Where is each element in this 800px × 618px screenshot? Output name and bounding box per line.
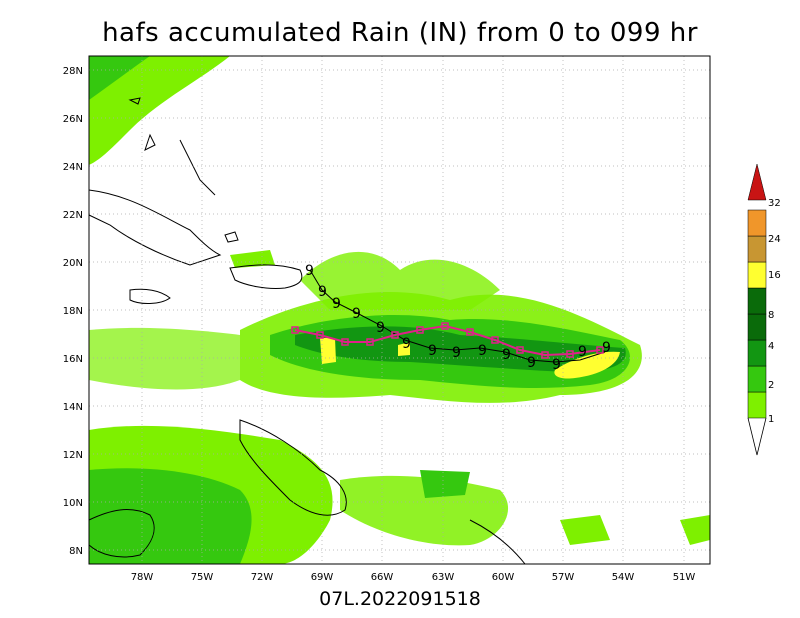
legend-swatch (747, 365, 767, 393)
legend-label: 2 (768, 380, 774, 391)
x-axis-labels: 78W 75W 72W 69W 66W 63W 60W 57W 54W 51W (131, 572, 696, 583)
x-tick: 54W (612, 572, 635, 583)
y-axis-labels: 28N 26N 24N 22N 20N 18N 16N 14N 12N 10N … (63, 66, 83, 557)
map-title: hafs accumulated Rain (IN) from 0 to 099… (102, 18, 698, 48)
x-tick: 63W (432, 572, 455, 583)
track-marker: 9 (602, 340, 611, 356)
storm-track: 9 9 9 9 9 9 9 9 9 9 9 9 9 9 (291, 263, 611, 373)
y-tick: 14N (63, 402, 83, 413)
track-marker: 9 (578, 344, 587, 360)
y-tick: 16N (63, 354, 83, 365)
legend-swatch (747, 261, 767, 289)
plot-frame (88, 55, 711, 565)
legend-label: 1 (768, 414, 774, 425)
legend-swatch (747, 235, 767, 263)
y-tick: 18N (63, 306, 83, 317)
legend-swatch (747, 339, 767, 367)
grid (89, 56, 710, 564)
y-tick: 10N (63, 498, 83, 509)
legend-label: 4 (768, 341, 774, 352)
track-marker: 9 (305, 263, 314, 279)
track-marker: 9 (478, 343, 487, 359)
y-tick: 24N (63, 162, 83, 173)
track-marker: 9 (352, 306, 361, 322)
legend-label: 24 (768, 234, 781, 245)
track-marker: 9 (376, 320, 385, 336)
track-marker: 9 (428, 343, 437, 359)
coastlines (88, 97, 526, 565)
track-marker: 9 (318, 284, 327, 300)
y-tick: 28N (63, 66, 83, 77)
track-marker: 9 (402, 336, 411, 352)
color-legend: 1 2 4 8 16 24 32 (747, 163, 781, 456)
legend-label: 8 (768, 310, 774, 321)
legend-swatch (747, 209, 767, 237)
y-tick: 26N (63, 114, 83, 125)
y-tick: 12N (63, 450, 83, 461)
x-tick: 72W (251, 572, 274, 583)
x-tick: 75W (191, 572, 214, 583)
track-marker: 9 (502, 347, 511, 363)
x-tick: 78W (131, 572, 154, 583)
legend-bottom-triangle (747, 417, 767, 456)
x-tick: 51W (673, 572, 696, 583)
track-marker: 9 (527, 355, 536, 371)
x-tick: 66W (371, 572, 394, 583)
legend-swatch (747, 391, 767, 419)
legend-top-triangle (747, 163, 767, 201)
legend-swatch (747, 287, 767, 315)
legend-swatch (747, 313, 767, 341)
x-tick: 57W (552, 572, 575, 583)
run-id-label: 07L.2022091518 (319, 588, 481, 610)
track-marker: 9 (452, 345, 461, 361)
x-tick: 69W (311, 572, 334, 583)
y-tick: 8N (69, 546, 83, 557)
x-tick: 60W (492, 572, 515, 583)
legend-label: 32 (768, 198, 781, 209)
track-marker: 9 (332, 296, 341, 312)
legend-label: 16 (768, 270, 781, 281)
track-marker: 9 (552, 357, 561, 373)
y-tick: 20N (63, 258, 83, 269)
y-tick: 22N (63, 210, 83, 221)
tropical-storm-symbol: 9 9 9 9 9 9 9 9 9 9 9 9 9 9 (305, 263, 611, 373)
